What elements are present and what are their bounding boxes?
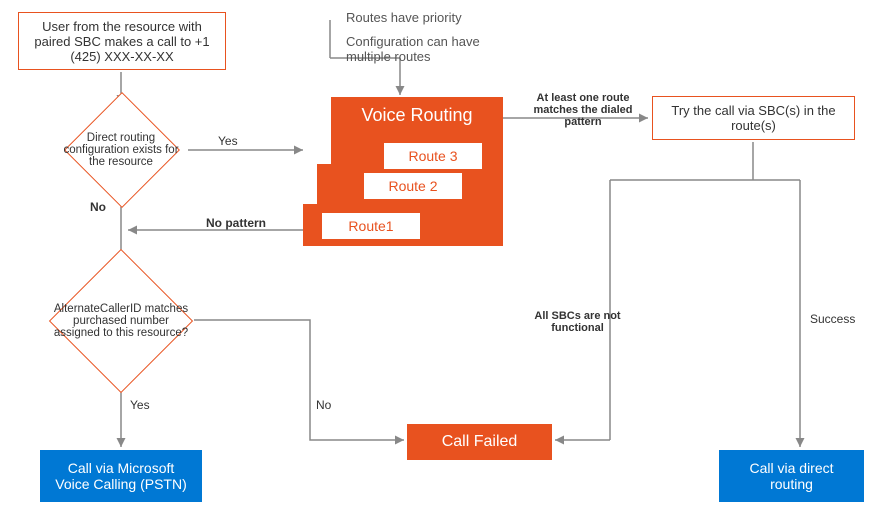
- label-d1-no: No: [90, 200, 106, 214]
- label-d1-yes: Yes: [218, 134, 238, 148]
- decision-altcaller-text: AlternateCallerID matches purchased numb…: [50, 285, 192, 357]
- label-d2-no: No: [316, 398, 331, 412]
- label-success: Success: [810, 312, 855, 326]
- note-priority: Routes have priority: [346, 10, 462, 25]
- start-node: User from the resource with paired SBC m…: [18, 12, 226, 70]
- voice-routing-title: Voice Routing: [331, 97, 503, 134]
- label-sbc-fail: All SBCs are not functional: [530, 310, 625, 334]
- label-match-pattern: At least one route matches the dialed pa…: [530, 92, 636, 128]
- label-d2-yes: Yes: [130, 398, 150, 412]
- route-1: Route1: [321, 212, 421, 240]
- label-no-pattern: No pattern: [206, 216, 266, 230]
- decision-routing-config-text: Direct routing configuration exists for …: [61, 118, 181, 182]
- start-text: User from the resource with paired SBC m…: [27, 19, 217, 64]
- note-multiroutes: Configuration can have multiple routes: [346, 34, 526, 64]
- call-pstn-node: Call via Microsoft Voice Calling (PSTN): [40, 450, 202, 502]
- route-3: Route 3: [383, 142, 483, 170]
- call-direct-node: Call via direct routing: [719, 450, 864, 502]
- route-2: Route 2: [363, 172, 463, 200]
- call-failed-node: Call Failed: [407, 424, 552, 460]
- try-sbc-node: Try the call via SBC(s) in the route(s): [652, 96, 855, 140]
